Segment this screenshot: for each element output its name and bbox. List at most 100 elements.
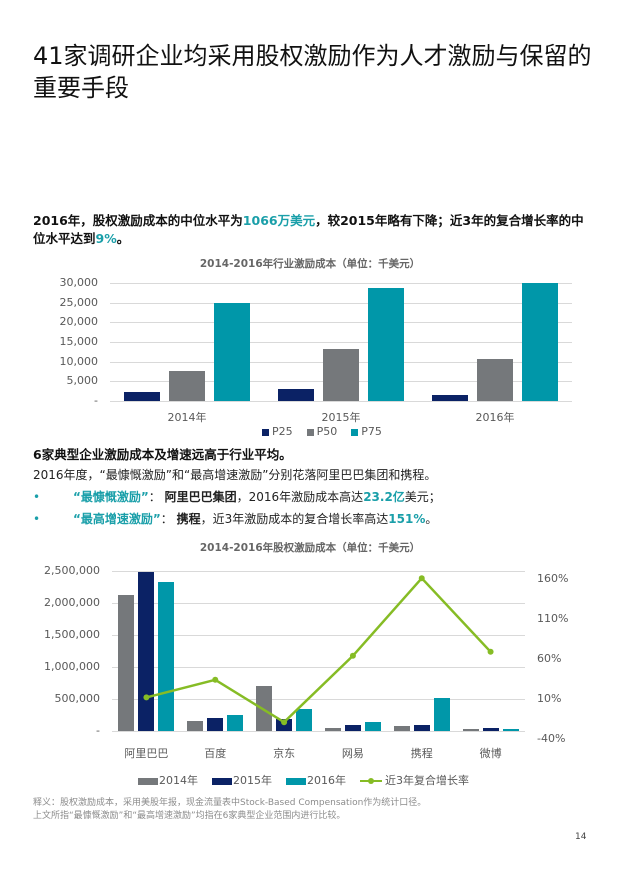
legend-label: P25 xyxy=(272,425,293,438)
bullet-company: 携程 xyxy=(176,512,201,526)
legend-label: 近3年复合增长率 xyxy=(385,774,469,787)
bar-2014年 xyxy=(393,725,410,731)
x-axis-label: 百度 xyxy=(204,747,227,760)
bullet-generous: • “最慷慨激励”： 阿里巴巴集团，2016年激励成本高达23.2亿美元； xyxy=(33,488,441,505)
chart2-title: 2014-2016年股权激励成本（单位：千美元） xyxy=(199,542,421,554)
bar-2015年 xyxy=(344,724,361,731)
legend-swatch xyxy=(212,777,232,785)
y-axis-tick: 1,000,000 xyxy=(44,660,100,673)
y-axis-right-tick: 10% xyxy=(537,692,562,705)
legend-item: P75 xyxy=(351,425,382,438)
bullet-text: ，2016年激励成本高达 xyxy=(236,490,364,504)
lead-paragraph: 2016年，股权激励成本的中位水平为1066万美元，较2015年略有下降；近3年… xyxy=(33,212,593,248)
legend-label: 2016年 xyxy=(307,774,346,787)
y-axis-tick: 30,000 xyxy=(59,276,99,289)
bullet-dot: • xyxy=(33,490,41,504)
lead-highlight-rate: 9% xyxy=(95,231,117,246)
bar-2015年 xyxy=(482,727,499,731)
gridline xyxy=(112,731,525,732)
bullet-fastest: • “最高增速激励”： 携程，近3年激励成本的复合增长率高达151%。 xyxy=(33,510,437,527)
y-axis-right-tick: 110% xyxy=(537,612,569,625)
bar-p75 xyxy=(214,302,250,401)
bullet-dot: • xyxy=(33,512,41,526)
bar-p50 xyxy=(323,348,359,401)
growth-rate-marker xyxy=(349,652,356,659)
bullet-tail: 美元； xyxy=(404,490,441,504)
bullet-value: 23.2亿 xyxy=(363,490,405,504)
bar-p50 xyxy=(169,370,205,401)
gridline xyxy=(110,401,572,402)
chart2-legend: 2014年 2015年 2016年 近3年复合增长率 xyxy=(138,772,469,788)
bar-2015年 xyxy=(276,719,293,731)
legend-item: 近3年复合增长率 xyxy=(360,772,469,788)
x-axis-label: 网易 xyxy=(341,747,364,760)
bullet-tail: 。 xyxy=(425,512,438,526)
bar-p50 xyxy=(477,358,513,401)
y-axis-tick: 25,000 xyxy=(59,295,99,309)
bullet-company: 阿里巴巴集团 xyxy=(164,490,237,504)
bar-p75 xyxy=(522,283,558,401)
y-axis-tick: - xyxy=(94,394,98,407)
x-axis-label: 阿里巴巴 xyxy=(124,747,169,760)
x-axis-label: 京东 xyxy=(273,747,296,760)
y-axis-tick: - xyxy=(96,724,100,737)
footnote-line-1: 释义：股权激励成本，采用美股年报，现金流量表中Stock-Based Compe… xyxy=(33,798,427,808)
legend-marker xyxy=(368,778,374,784)
bar-p25 xyxy=(432,394,468,401)
bar-2015年 xyxy=(138,572,155,731)
page-title: 41家调研企业均采用股权激励作为人才激励与保留的重要手段 xyxy=(33,42,592,102)
lead-text-1: 2016年，股权激励成本的中位水平为 xyxy=(33,213,243,228)
bullet-sep: ： xyxy=(148,490,161,504)
legend-swatch xyxy=(351,428,359,436)
bar-2014年 xyxy=(256,686,273,731)
legend-swatch xyxy=(262,428,269,436)
legend-swatch xyxy=(286,777,306,785)
legend-swatch xyxy=(138,777,158,785)
legend-label: 2014年 xyxy=(159,774,198,787)
lead-text-2: ，较2015年略有下降；近3年的复合增长率的中位水平达到 xyxy=(33,213,584,246)
y-axis-tick: 5,000 xyxy=(66,374,99,388)
lead-highlight-median: 1066万美元 xyxy=(242,213,316,228)
gridline xyxy=(110,302,572,304)
y-axis-tick: 2,000,000 xyxy=(44,596,100,609)
legend-line-swatch xyxy=(360,778,382,784)
bar-2016年 xyxy=(433,698,450,731)
x-axis-label: 2014年 xyxy=(167,411,207,424)
bar-2016年 xyxy=(296,709,313,731)
gridline xyxy=(110,322,572,324)
legend-label: P75 xyxy=(361,425,382,438)
section-intro: 2016年度，“最慷慨激励”和“最高增速激励”分别花落阿里巴巴集团和携程。 xyxy=(33,468,437,482)
bar-2015年 xyxy=(413,724,430,731)
bar-2016年 xyxy=(502,728,519,731)
legend-item: 2015年 xyxy=(212,772,272,788)
growth-rate-marker xyxy=(212,676,219,683)
y-axis-right-tick: 60% xyxy=(537,652,562,665)
x-axis-label: 2015年 xyxy=(321,411,361,424)
bar-2015年 xyxy=(207,717,224,731)
section-heading: 6家典型企业激励成本及增速远高于行业平均。 xyxy=(33,447,292,462)
y-axis-tick: 15,000 xyxy=(59,335,99,348)
bullet-label: “最慷慨激励” xyxy=(73,490,149,504)
legend-label: 2015年 xyxy=(233,774,272,787)
chart1-title: 2014-2016年行业激励成本（单位：千美元） xyxy=(199,258,421,270)
bar-2014年 xyxy=(462,729,479,731)
y-axis-tick: 1,500,000 xyxy=(44,628,100,641)
gridline xyxy=(110,283,572,284)
footnote-line-2: 上文所指“最慷慨激励”和“最高增速激励”均指在6家典型企业范围内进行比较。 xyxy=(33,811,346,821)
bullet-label: “最高增速激励” xyxy=(73,512,161,526)
x-axis-label: 携程 xyxy=(410,747,433,760)
y-axis-tick: 20,000 xyxy=(59,315,99,329)
bar-2014年 xyxy=(187,721,204,731)
legend-swatch xyxy=(306,428,314,436)
x-axis-label: 微博 xyxy=(479,747,502,760)
y-axis-right-tick: 160% xyxy=(537,572,569,585)
bar-2016年 xyxy=(364,722,381,731)
lead-text-3: 。 xyxy=(116,231,130,246)
x-axis-label: 2016年 xyxy=(475,411,515,424)
chart1-legend: P25 P50 P75 xyxy=(262,425,382,438)
legend-item: P25 xyxy=(262,425,293,438)
legend-label: P50 xyxy=(316,425,338,438)
y-axis-tick: 500,000 xyxy=(54,692,101,705)
gridline xyxy=(110,342,572,343)
bullet-text: ，近3年激励成本的复合增长率高达 xyxy=(200,512,389,526)
